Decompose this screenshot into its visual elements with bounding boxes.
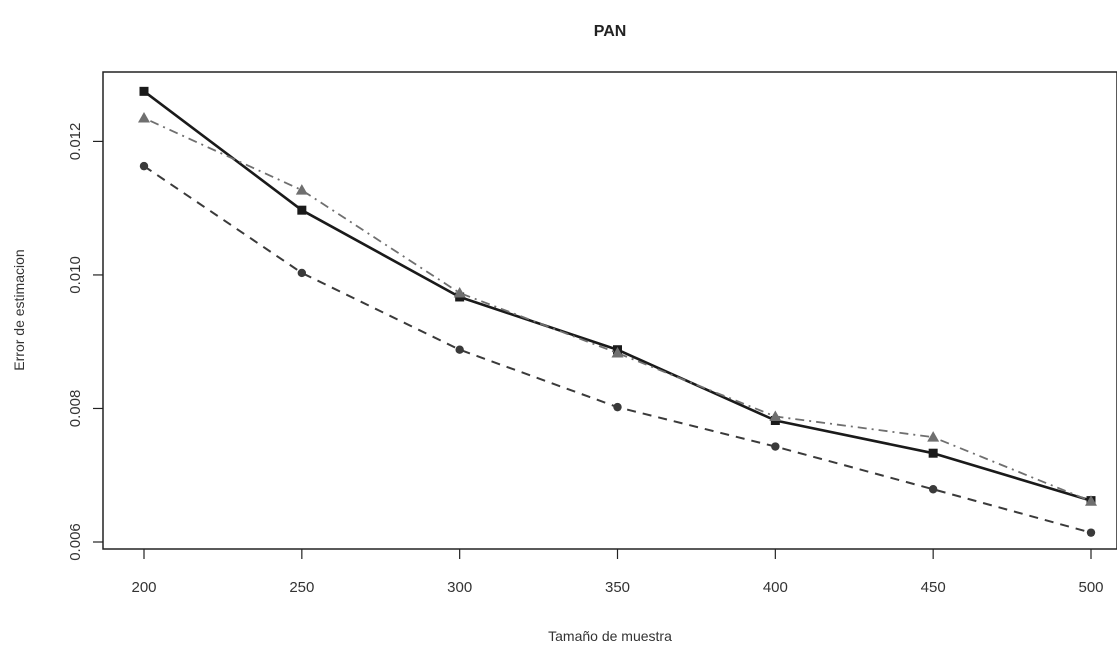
y-tick-label: 0.012 (67, 123, 84, 161)
x-tick-label: 500 (1078, 579, 1103, 596)
data-point-triangle (927, 431, 940, 442)
x-tick-label: 250 (289, 579, 314, 596)
series-line (143, 90, 1092, 502)
x-tick-label: 200 (131, 579, 156, 596)
data-point-circle (455, 345, 464, 354)
y-tick-label: 0.006 (67, 523, 84, 561)
x-tick-label: 450 (921, 579, 946, 596)
y-axis-title: Error de estimacion (11, 249, 27, 370)
y-axis: 0.006 0.008 0.010 0.012 (67, 123, 103, 561)
data-point-square (297, 205, 307, 215)
data-point-triangle (1085, 495, 1097, 506)
data-point-circle (771, 442, 780, 451)
series-1 (139, 86, 1096, 506)
series-layer (138, 86, 1097, 537)
x-tick-label: 350 (605, 579, 630, 596)
data-point-triangle (453, 286, 466, 298)
data-point-triangle (295, 184, 308, 195)
x-axis-title: Tamaño de muestra (548, 628, 672, 644)
data-point-circle (139, 161, 149, 171)
data-point-circle (928, 485, 938, 494)
data-point-triangle (138, 112, 150, 123)
series-3 (139, 161, 1096, 537)
x-axis: 200 250 300 350 400 450 500 (131, 549, 1104, 596)
chart-title: PAN (594, 23, 627, 40)
x-tick-label: 300 (447, 579, 472, 596)
y-tick-label: 0.010 (67, 256, 84, 294)
data-point-square (139, 86, 149, 96)
data-point-square (928, 448, 938, 458)
data-point-circle (1086, 528, 1096, 537)
x-tick-label: 400 (763, 579, 788, 596)
series-line (143, 117, 1092, 503)
series-2 (138, 112, 1097, 506)
y-tick-label: 0.008 (67, 390, 84, 428)
data-point-circle (297, 268, 307, 278)
plot-frame (102, 71, 1117, 550)
data-point-circle (613, 402, 622, 412)
data-point-triangle (769, 410, 782, 421)
data-point-triangle (611, 347, 624, 358)
